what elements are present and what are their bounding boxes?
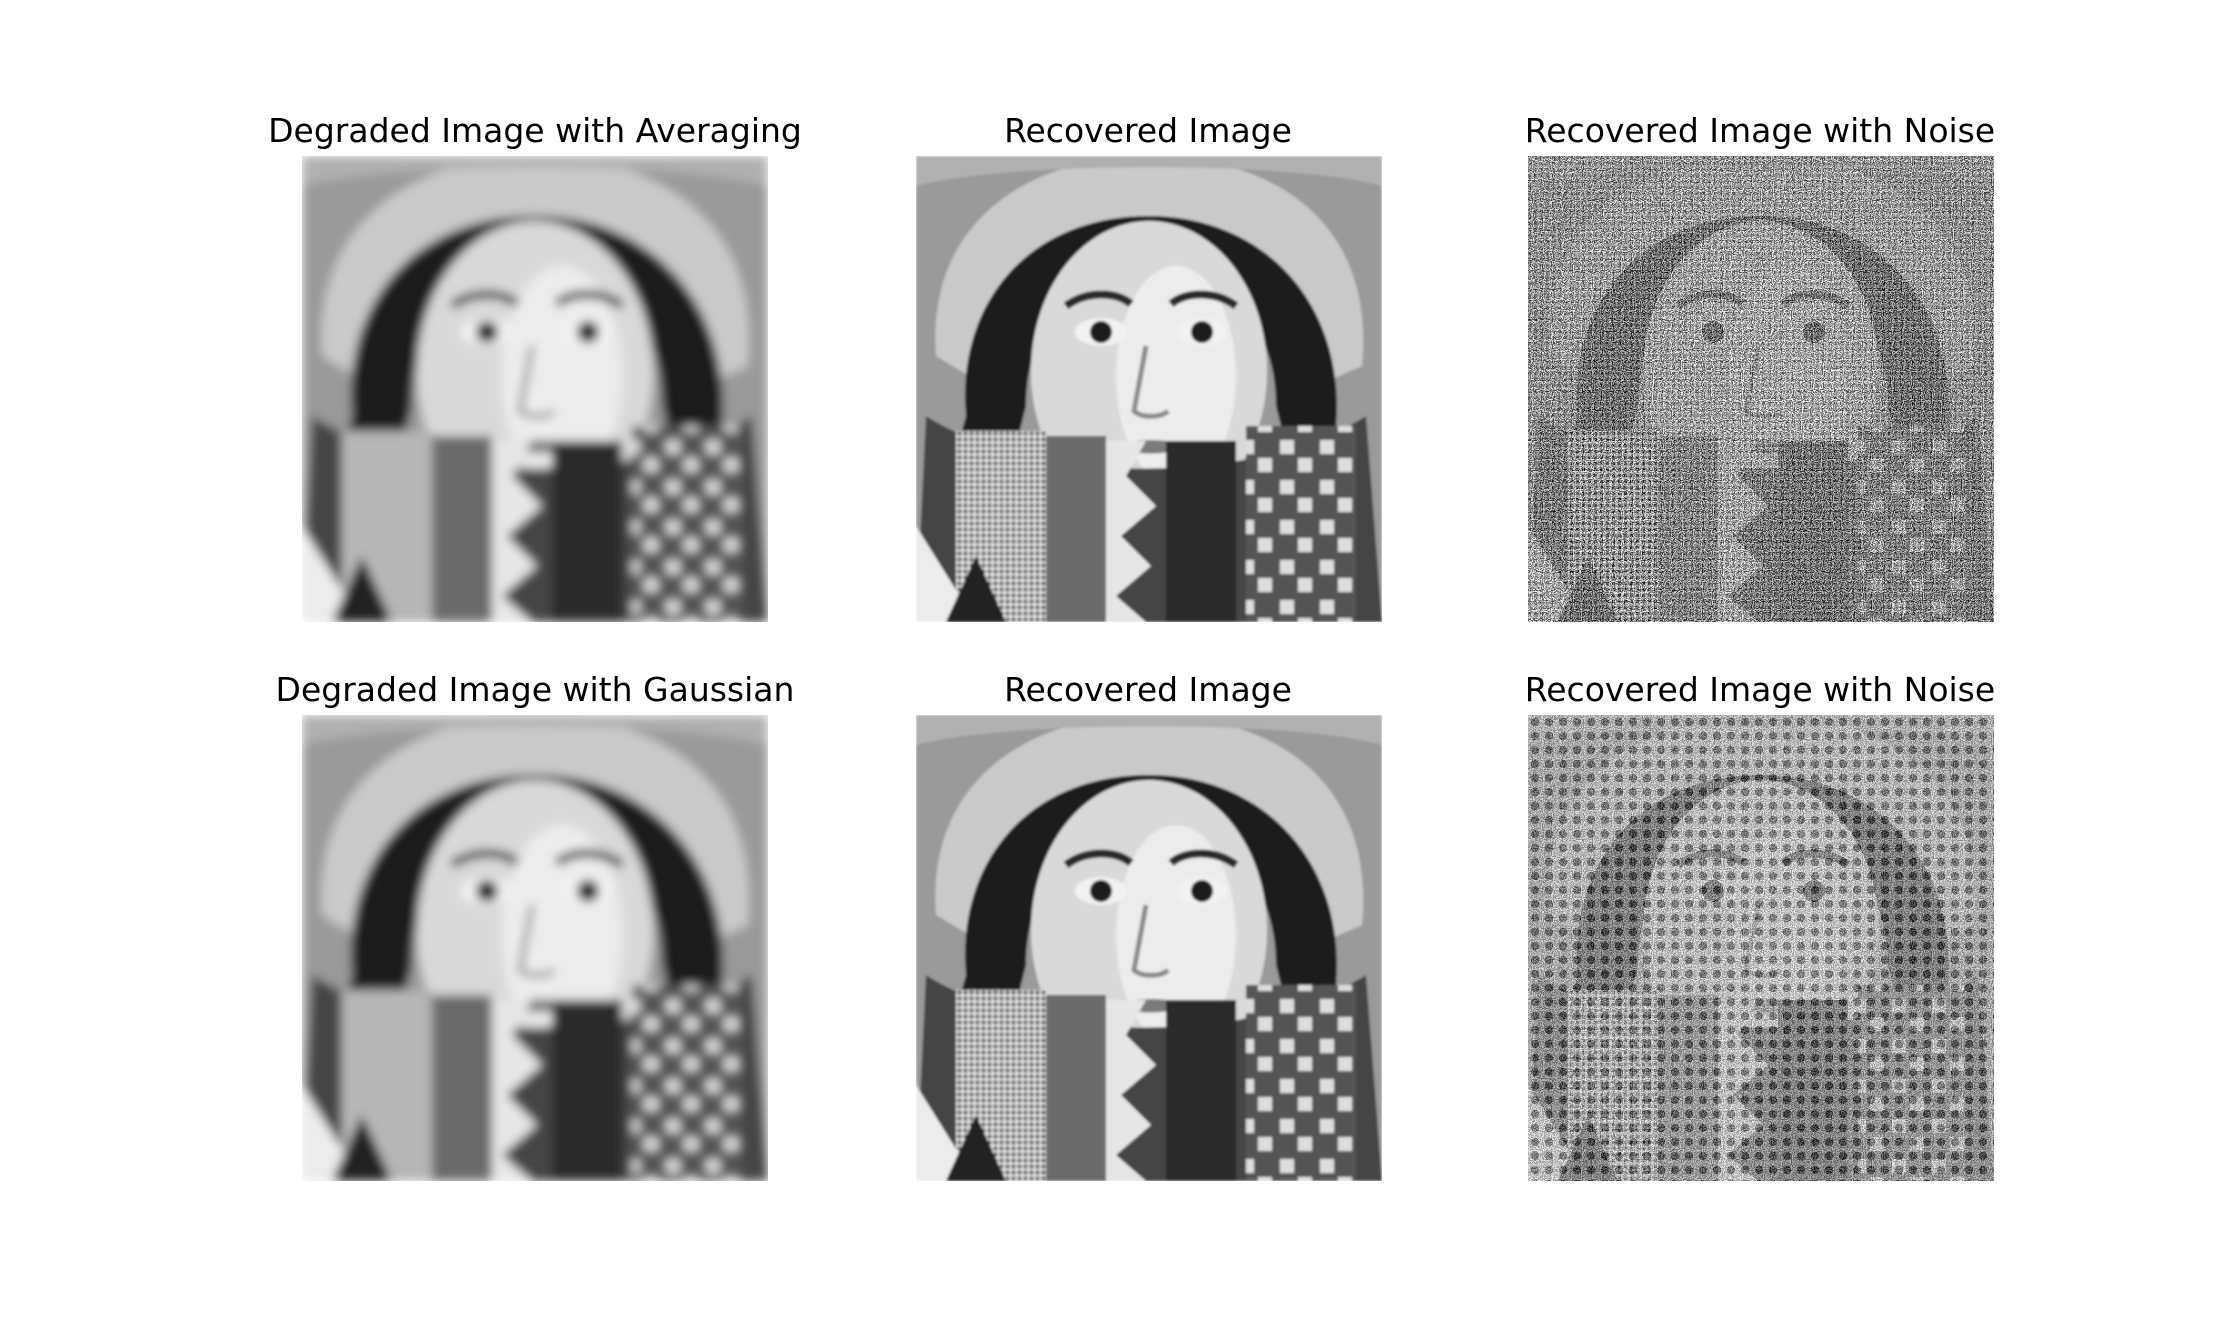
panel-title: Recovered Image [1004,111,1292,150]
degraded-gaussian-image [302,715,768,1181]
degraded-averaging-image [302,156,768,622]
panel-title: Recovered Image [1004,670,1292,709]
panel-title: Degraded Image with Averaging [268,111,802,150]
recovered-noise-gaussian-image [1528,715,1994,1181]
panel-title: Recovered Image with Noise [1524,111,1996,150]
recovered-averaging-image [916,156,1382,622]
recovered-gaussian-image [916,715,1382,1181]
panel-title: Degraded Image with Gaussian [275,670,795,709]
recovered-noise-averaging-image [1528,156,1994,622]
panel-title: Recovered Image with Noise [1524,670,1996,709]
